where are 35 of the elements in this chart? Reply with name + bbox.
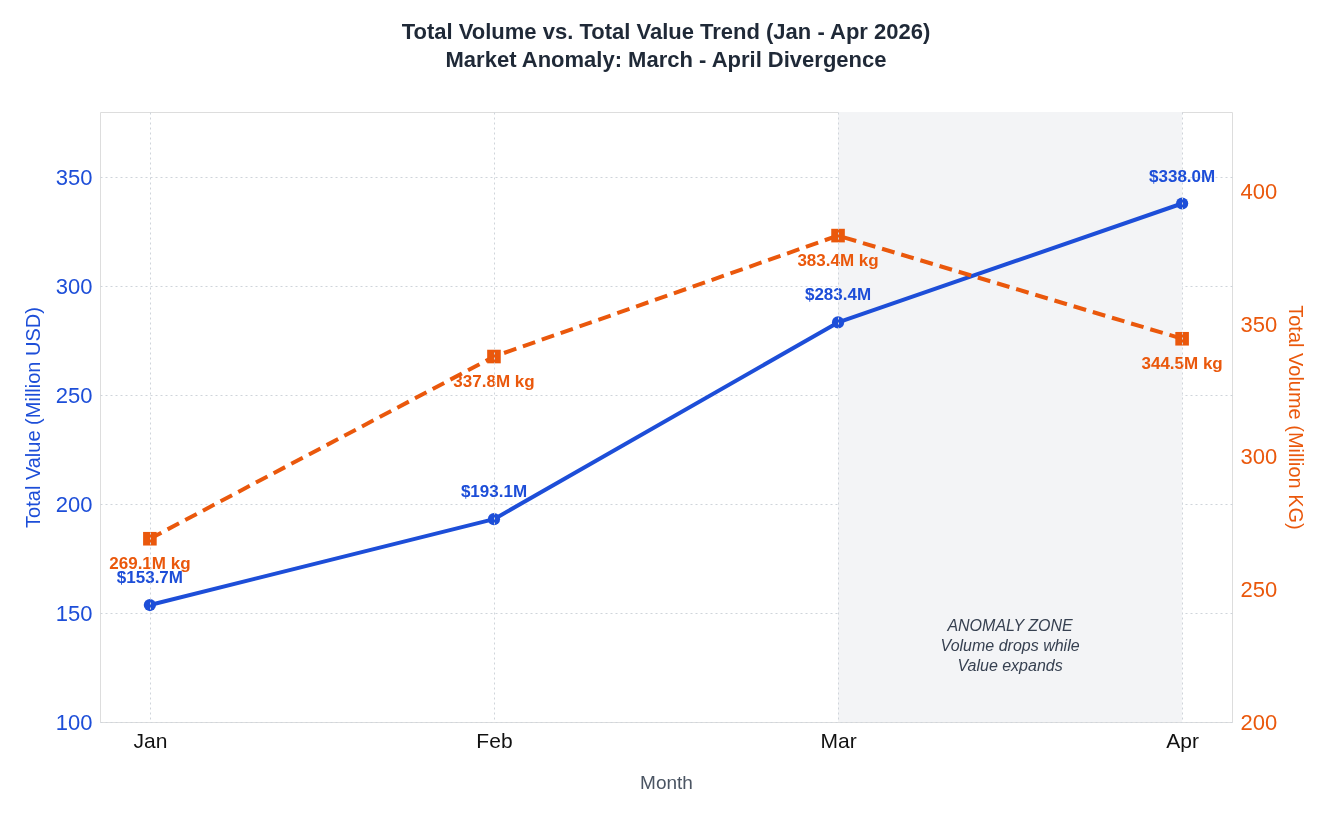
- point: [487, 513, 501, 526]
- y2-tick-label: 400: [1240, 179, 1278, 205]
- data-label: 344.5M kg: [1141, 353, 1223, 373]
- y-tick-label: 300: [55, 273, 93, 299]
- point: [143, 598, 157, 612]
- point: [831, 316, 845, 329]
- point: [831, 228, 845, 243]
- y-axis-title: Total Value (Million USD): [21, 307, 44, 528]
- y-tick-label: 250: [55, 382, 93, 408]
- data-label: $283.4M: [804, 285, 872, 305]
- y2-tick-label: 300: [1240, 444, 1278, 470]
- x-tick-label: Jan: [133, 728, 168, 752]
- data-label: 383.4M kg: [797, 250, 879, 270]
- band-label: ANOMALY ZONE Volume drops while Value expands: [940, 617, 1080, 674]
- y2-tick-label: 200: [1240, 709, 1278, 735]
- point: [487, 349, 501, 364]
- x-tick-label: Apr: [1166, 728, 1199, 752]
- y2-axis-title: Total Volume (Million KG): [1285, 305, 1308, 530]
- y-tick-label: 200: [55, 491, 93, 517]
- y-tick-label: 350: [55, 164, 93, 190]
- data-label: 337.8M kg: [453, 371, 535, 391]
- x-tick-label: Feb: [476, 728, 513, 752]
- y2-tick-label: 350: [1240, 311, 1278, 337]
- y-tick-label: 150: [55, 600, 93, 626]
- x-axis-title: Month: [640, 771, 693, 793]
- x-tick-label: Mar: [820, 728, 857, 752]
- data-label: $193.1M: [460, 482, 528, 502]
- point: [1175, 331, 1189, 346]
- point: [1175, 197, 1189, 210]
- chart-title: Total Volume vs. Total Value Trend (Jan - Apr 2026): [401, 19, 931, 44]
- chart-subtitle: Market Anomaly: March - April Divergence: [445, 47, 887, 72]
- data-label: $338.0M: [1149, 166, 1216, 186]
- y-tick-label: 100: [55, 709, 93, 735]
- point: [143, 531, 157, 546]
- y2-tick-label: 250: [1240, 576, 1278, 602]
